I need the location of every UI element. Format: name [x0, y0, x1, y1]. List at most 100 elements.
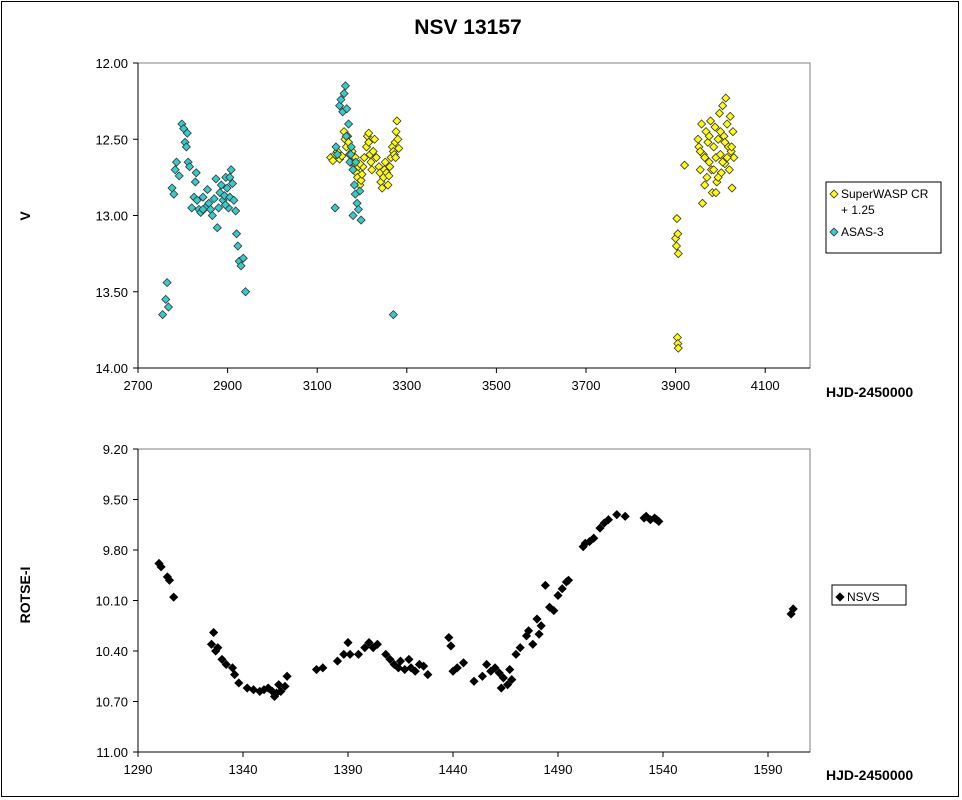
data-point-nsvs	[372, 639, 382, 649]
data-point-asas-3	[343, 119, 354, 129]
data-point-superwasp-cr	[715, 149, 725, 160]
legend-box	[825, 181, 942, 254]
data-point-asas-3	[351, 157, 361, 167]
data-point-nsvs	[393, 663, 403, 673]
data-point-nsvs	[360, 643, 370, 653]
x-tick-label: 1490	[544, 762, 573, 777]
data-point-asas-3	[211, 174, 221, 184]
data-point-nsvs	[507, 675, 517, 685]
data-point-superwasp-cr	[704, 157, 714, 167]
data-point-asas-3	[158, 310, 168, 320]
data-point-nsvs	[540, 580, 550, 590]
x-tick-label: 3300	[392, 378, 421, 393]
x-axis-title: HJD-2450000	[826, 384, 913, 400]
data-point-nsvs	[156, 562, 166, 572]
data-point-nsvs	[553, 590, 563, 601]
data-point-asas-3	[229, 195, 239, 205]
data-point-nsvs	[343, 638, 353, 648]
x-tick-label: 3900	[661, 378, 690, 393]
data-point-superwasp-cr	[697, 119, 707, 129]
data-point-asas-3	[174, 171, 184, 181]
legend-label: NSVS	[847, 590, 880, 604]
data-point-superwasp-cr	[673, 229, 683, 239]
data-point-superwasp-cr	[671, 241, 682, 251]
y-axis-title: ROTSE-I	[17, 567, 33, 624]
y-tick-label: 11.00	[96, 745, 128, 760]
x-tick-label: 4100	[751, 378, 780, 393]
data-point-superwasp-cr	[368, 146, 378, 157]
data-point-asas-3	[202, 185, 213, 195]
x-tick-label: 1540	[649, 762, 678, 777]
data-point-nsvs	[345, 649, 355, 659]
data-point-nsvs	[654, 516, 664, 526]
data-point-nsvs	[364, 638, 374, 648]
data-point-nsvs	[490, 663, 500, 673]
data-point-nsvs	[385, 654, 395, 664]
data-point-asas-3	[184, 162, 195, 172]
plot-area-2	[137, 448, 811, 753]
data-point-nsvs	[230, 670, 240, 680]
data-point-asas-3	[332, 149, 342, 160]
data-point-superwasp-cr	[385, 162, 395, 172]
data-point-nsvs	[353, 649, 364, 659]
data-point-nsvs	[213, 643, 223, 653]
data-point-superwasp-cr	[710, 122, 720, 132]
data-point-superwasp-cr	[704, 131, 714, 141]
data-point-nsvs	[419, 661, 429, 671]
data-point-superwasp-cr	[709, 142, 719, 152]
legend-label: + 1.25	[841, 203, 875, 217]
x-tick-label: 1290	[124, 762, 153, 777]
data-point-nsvs	[248, 685, 259, 695]
data-point-asas-3	[209, 194, 219, 204]
y-tick-label: 9.50	[103, 493, 128, 508]
y-axis-title: V	[17, 211, 33, 221]
data-point-superwasp-cr	[383, 180, 393, 190]
y-tick-label: 13.00	[95, 209, 128, 224]
data-point-nsvs	[603, 515, 613, 525]
x-tick-label: 3500	[482, 378, 511, 393]
data-point-asas-3	[226, 165, 236, 175]
data-point-asas-3	[339, 88, 349, 99]
data-point-asas-3	[231, 229, 242, 239]
data-point-superwasp-cr	[727, 183, 737, 193]
data-point-asas-3	[348, 210, 358, 221]
data-point-nsvs	[532, 614, 542, 624]
data-point-superwasp-cr	[729, 152, 739, 163]
x-tick-label: 2700	[124, 378, 153, 393]
x-tick-label: 1590	[754, 762, 783, 777]
data-point-nsvs	[339, 649, 349, 659]
data-point-asas-3	[161, 294, 171, 304]
data-point-superwasp-cr	[720, 137, 730, 147]
data-point-superwasp-cr	[357, 169, 367, 179]
data-point-nsvs	[589, 533, 599, 543]
data-point-nsvs	[788, 604, 798, 614]
data-point-asas-3	[336, 95, 346, 105]
data-point-nsvs	[496, 683, 506, 693]
data-point-nsvs	[612, 510, 622, 520]
data-point-nsvs	[282, 671, 292, 681]
data-point-asas-3	[163, 302, 174, 312]
data-point-nsvs	[452, 663, 462, 673]
data-point-asas-3	[207, 210, 217, 221]
data-point-nsvs	[395, 656, 406, 666]
y-tick-label: 13.50	[95, 285, 128, 300]
plot-area-1	[137, 62, 811, 369]
data-point-superwasp-cr	[364, 137, 374, 147]
data-point-nsvs	[620, 511, 630, 521]
legend-box	[831, 584, 907, 606]
data-point-nsvs	[482, 659, 492, 670]
data-point-nsvs	[515, 643, 525, 653]
y-tick-label: 9.80	[103, 543, 128, 558]
data-point-nsvs	[206, 639, 217, 649]
data-point-asas-3	[330, 203, 340, 213]
data-point-superwasp-cr	[718, 157, 728, 167]
data-point-superwasp-cr	[377, 183, 387, 193]
y-tick-label: 14.00	[95, 361, 128, 376]
data-point-nsvs	[469, 676, 479, 686]
data-point-superwasp-cr	[369, 134, 380, 144]
data-point-nsvs	[444, 632, 454, 643]
data-point-asas-3	[169, 189, 179, 199]
data-point-nsvs	[511, 649, 521, 659]
